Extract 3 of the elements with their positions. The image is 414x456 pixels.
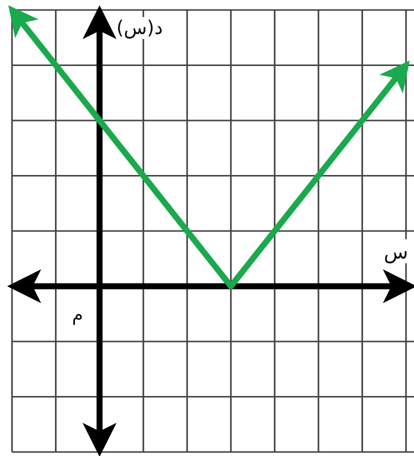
x-axis-title: س (384, 239, 408, 264)
y-axis-title: د(س) (116, 17, 163, 39)
text: م (72, 304, 84, 326)
